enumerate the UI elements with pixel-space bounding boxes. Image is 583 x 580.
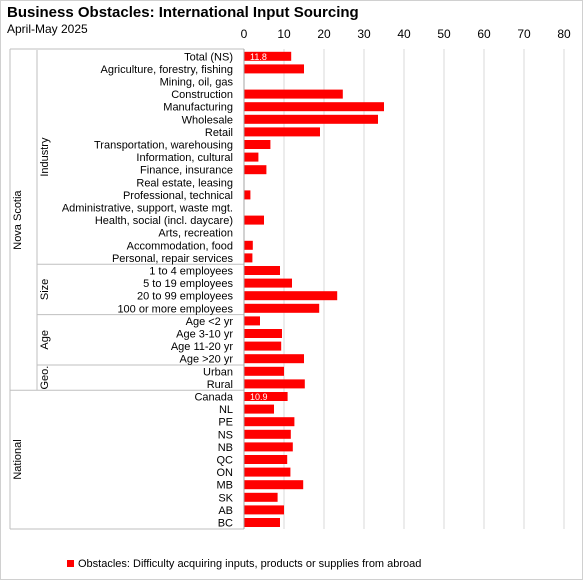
bar (244, 492, 278, 502)
category-label: Transportation, warehousing (94, 140, 233, 152)
subgroup-label: Age (39, 330, 51, 350)
category-label: Accommodation, food (127, 240, 233, 252)
bar (244, 329, 282, 338)
category-label: 20 to 99 employees (137, 291, 234, 303)
category-label: 1 to 4 employees (149, 266, 233, 278)
bar (244, 51, 292, 61)
category-label: PE (218, 417, 233, 429)
category-label: Wholesale (182, 114, 233, 126)
x-tick-label: 80 (557, 27, 571, 41)
bar (244, 480, 304, 490)
category-label: Manufacturing (163, 102, 233, 114)
bar (244, 140, 271, 149)
category-label: Information, cultural (136, 152, 233, 164)
category-label: Age <2 yr (186, 316, 234, 328)
category-label: Health, social (incl. daycare) (95, 215, 233, 227)
bar (244, 152, 259, 162)
bar (244, 291, 338, 301)
category-label: Mining, oil, gas (160, 77, 234, 89)
x-tick-label: 60 (477, 27, 491, 41)
bar (244, 165, 267, 175)
category-label: Age 3-10 yr (176, 329, 233, 341)
bar (244, 404, 274, 414)
category-label: Total (NS) (184, 51, 233, 63)
bar (244, 127, 320, 137)
group-label: National (12, 439, 24, 479)
category-label: Age >20 yr (179, 354, 233, 366)
x-tick-label: 30 (357, 27, 371, 41)
subgroup-label: Size (39, 279, 51, 300)
category-label: BC (218, 518, 233, 530)
bar (244, 240, 253, 250)
group-label: Nova Scotia (12, 190, 24, 250)
bar (244, 89, 343, 99)
category-label: NB (218, 442, 233, 454)
category-label: 100 or more employees (117, 303, 233, 315)
legend-label: Obstacles: Difficulty acquiring inputs, … (78, 558, 421, 570)
category-label: NL (219, 404, 233, 416)
bar (244, 190, 251, 200)
category-label: QC (217, 455, 234, 467)
legend-swatch (67, 560, 74, 567)
bar (244, 114, 378, 124)
category-label: Real estate, leasing (136, 177, 233, 189)
subgroup-label: Industry (39, 137, 51, 177)
x-tick-label: 0 (241, 27, 248, 41)
bar (244, 303, 320, 313)
x-tick-label: 20 (317, 27, 331, 41)
bar (244, 341, 282, 351)
x-tick-label: 10 (277, 27, 291, 41)
bar (244, 266, 280, 275)
bar (244, 278, 292, 288)
x-tick-label: 40 (397, 27, 411, 41)
bar (244, 354, 304, 364)
category-label: SK (218, 492, 233, 504)
bar (244, 417, 295, 427)
bar (244, 64, 304, 74)
x-tick-label: 70 (517, 27, 531, 41)
chart-subtitle: April-May 2025 (7, 22, 88, 36)
bar (244, 467, 291, 477)
bar (244, 379, 305, 389)
category-label: Administrative, support, waste mgt. (62, 203, 233, 215)
category-label: Arts, recreation (158, 228, 233, 240)
category-label: AB (218, 505, 233, 517)
data-label: 10.9 (250, 392, 268, 402)
bar (244, 429, 291, 439)
bar (244, 518, 280, 527)
category-label: Age 11-20 yr (171, 341, 234, 353)
category-label: 5 to 19 employees (143, 278, 233, 290)
bar (244, 392, 288, 401)
bar (244, 215, 264, 225)
bar (244, 442, 293, 452)
category-label: Finance, insurance (140, 165, 233, 177)
category-label: NS (218, 429, 233, 441)
bar (244, 366, 284, 376)
bar (244, 316, 260, 326)
category-label: Rural (207, 379, 233, 391)
category-label: Canada (194, 392, 233, 404)
data-label: 11.8 (250, 52, 267, 62)
category-label: ON (217, 467, 234, 479)
category-label: Personal, repair services (112, 253, 234, 265)
category-label: Professional, technical (123, 190, 233, 202)
category-label: Construction (171, 89, 233, 101)
x-tick-label: 50 (437, 27, 451, 41)
category-label: Retail (205, 127, 233, 139)
category-label: MB (217, 480, 234, 492)
chart-title: Business Obstacles: International Input … (7, 4, 359, 21)
bar (244, 253, 253, 263)
category-label: Agriculture, forestry, fishing (101, 64, 233, 76)
category-label: Urban (203, 366, 233, 378)
bar (244, 455, 288, 464)
bar (244, 505, 284, 515)
bar (244, 102, 384, 112)
subgroup-label: Geo. (39, 366, 51, 390)
